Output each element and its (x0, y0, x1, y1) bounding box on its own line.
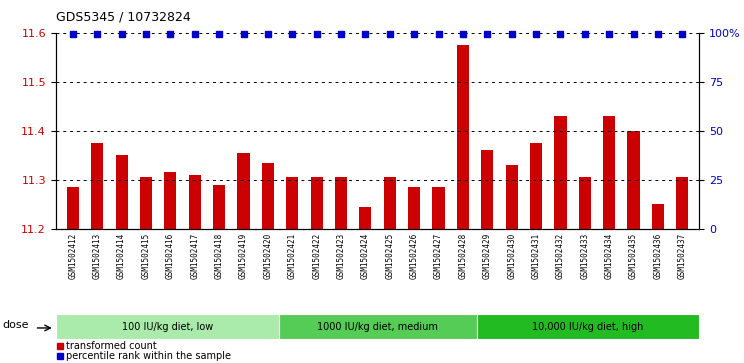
Text: GSM1502436: GSM1502436 (653, 233, 662, 279)
Text: GSM1502425: GSM1502425 (385, 233, 394, 279)
Text: 100 IU/kg diet, low: 100 IU/kg diet, low (121, 322, 213, 332)
Bar (603, 116, 615, 229)
Bar (67, 187, 79, 229)
Bar (530, 143, 542, 229)
Bar (92, 143, 103, 229)
Bar (432, 187, 445, 229)
Bar (579, 177, 591, 229)
Bar (359, 207, 371, 229)
Text: GSM1502421: GSM1502421 (288, 233, 297, 279)
Bar (477, 314, 699, 339)
Text: GSM1502412: GSM1502412 (68, 233, 77, 279)
Bar (213, 185, 225, 229)
Bar (56, 314, 278, 339)
Text: 1000 IU/kg diet, medium: 1000 IU/kg diet, medium (317, 322, 438, 332)
Text: GSM1502420: GSM1502420 (263, 233, 272, 279)
Bar (384, 177, 396, 229)
Text: GSM1502426: GSM1502426 (410, 233, 419, 279)
Text: GSM1502419: GSM1502419 (239, 233, 248, 279)
Bar (286, 177, 298, 229)
Bar (262, 163, 274, 229)
Text: GSM1502423: GSM1502423 (336, 233, 345, 279)
Bar (335, 177, 347, 229)
Bar (627, 131, 640, 229)
Text: GSM1502413: GSM1502413 (93, 233, 102, 279)
Text: GSM1502416: GSM1502416 (166, 233, 175, 279)
Bar (115, 155, 128, 229)
Text: transformed count: transformed count (66, 341, 157, 351)
Text: GSM1502422: GSM1502422 (312, 233, 321, 279)
Bar (278, 314, 477, 339)
Bar (237, 153, 249, 229)
Text: GSM1502431: GSM1502431 (531, 233, 541, 279)
Bar (164, 172, 176, 229)
Text: GSM1502437: GSM1502437 (678, 233, 687, 279)
Text: GDS5345 / 10732824: GDS5345 / 10732824 (56, 11, 190, 24)
Bar (652, 204, 664, 229)
Bar (506, 165, 518, 229)
Text: GSM1502417: GSM1502417 (190, 233, 199, 279)
Bar (189, 175, 201, 229)
Bar (140, 177, 152, 229)
Text: GSM1502428: GSM1502428 (458, 233, 467, 279)
Bar (408, 187, 420, 229)
Bar (457, 45, 469, 229)
Text: GSM1502415: GSM1502415 (141, 233, 150, 279)
Text: percentile rank within the sample: percentile rank within the sample (66, 351, 231, 361)
Text: GSM1502430: GSM1502430 (507, 233, 516, 279)
Text: GSM1502432: GSM1502432 (556, 233, 565, 279)
Text: GSM1502424: GSM1502424 (361, 233, 370, 279)
Text: GSM1502418: GSM1502418 (214, 233, 224, 279)
Text: GSM1502427: GSM1502427 (434, 233, 443, 279)
Bar (310, 177, 323, 229)
Bar (481, 150, 493, 229)
Text: GSM1502434: GSM1502434 (605, 233, 614, 279)
Text: GSM1502435: GSM1502435 (629, 233, 638, 279)
Text: dose: dose (3, 321, 29, 330)
Text: 10,000 IU/kg diet, high: 10,000 IU/kg diet, high (532, 322, 644, 332)
Text: GSM1502429: GSM1502429 (483, 233, 492, 279)
Bar (554, 116, 566, 229)
Text: GSM1502414: GSM1502414 (117, 233, 126, 279)
Text: GSM1502433: GSM1502433 (580, 233, 589, 279)
Bar (676, 177, 688, 229)
